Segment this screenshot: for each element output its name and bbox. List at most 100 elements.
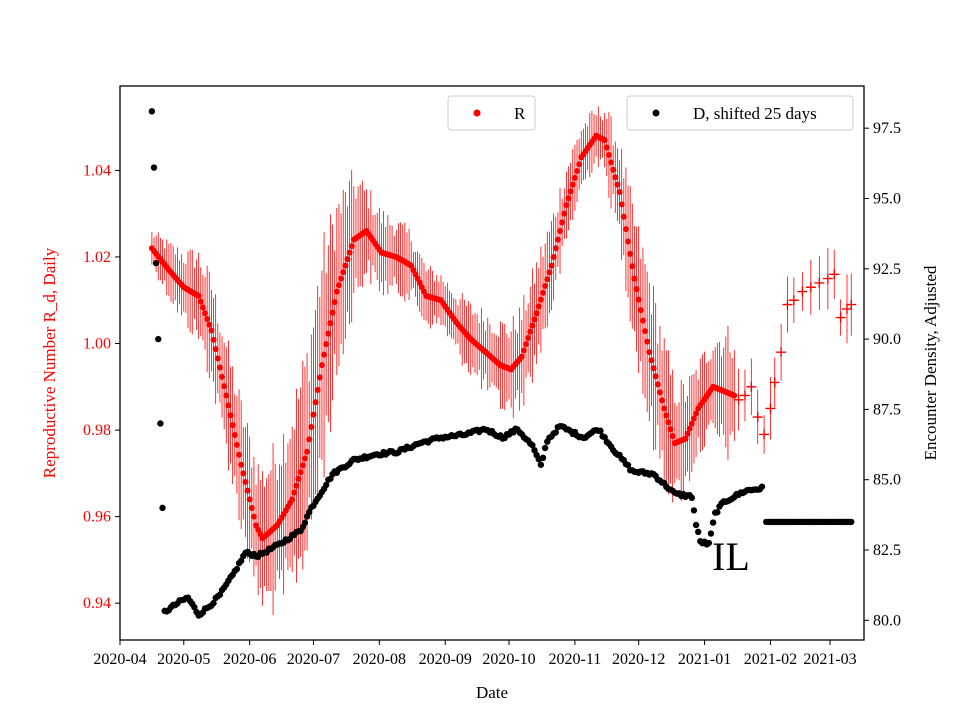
r-point xyxy=(625,238,632,245)
r-point xyxy=(654,381,661,388)
r-point xyxy=(565,195,572,202)
r-estimate-point xyxy=(733,394,744,405)
r-point xyxy=(306,436,313,443)
r-point xyxy=(289,496,296,503)
x-tick-label: 2020-05 xyxy=(157,651,210,668)
r-point xyxy=(212,346,219,353)
r-estimate-point xyxy=(835,312,846,323)
legend-d-label: D, shifted 25 days xyxy=(693,104,817,123)
r-point xyxy=(342,262,349,269)
r-estimate-point xyxy=(739,390,750,401)
r-point xyxy=(571,174,578,181)
r-point xyxy=(297,469,304,476)
r-point xyxy=(576,161,583,168)
d-point xyxy=(529,441,536,449)
r-point xyxy=(688,420,695,427)
r-point xyxy=(310,411,317,418)
d-point xyxy=(233,565,241,573)
r-point xyxy=(693,410,700,417)
d-point xyxy=(148,108,156,115)
y-right-tick-label: 95.0 xyxy=(873,190,901,207)
r-point xyxy=(612,174,619,181)
r-point xyxy=(550,253,557,260)
d-point xyxy=(301,519,309,526)
r-point xyxy=(227,412,234,419)
r-point xyxy=(221,383,228,390)
d-point xyxy=(758,483,766,490)
y-right-tick-label: 85.0 xyxy=(873,472,901,489)
r-point xyxy=(631,275,638,282)
x-axis: 2020-04 2020-05 2020-06 2020-07 2020-08 2020-… xyxy=(93,640,857,668)
r-point xyxy=(344,256,351,263)
r-point xyxy=(216,364,223,371)
r-point xyxy=(637,307,644,314)
r-point xyxy=(202,310,209,317)
r-point xyxy=(644,338,651,345)
r-point xyxy=(684,430,691,437)
y-right-tick-label: 90.0 xyxy=(873,331,901,348)
d-series xyxy=(148,108,855,619)
x-tick-label: 2020-07 xyxy=(287,651,340,668)
x-tick-label: 2020-12 xyxy=(612,651,665,668)
r-point xyxy=(569,181,576,188)
r-estimate-series xyxy=(733,247,857,454)
r-point xyxy=(293,482,300,489)
d-point xyxy=(624,461,632,469)
r-series xyxy=(148,132,738,542)
r-point xyxy=(340,269,347,276)
x-tick-label: 2020-04 xyxy=(93,651,146,668)
r-estimate-point xyxy=(759,429,770,440)
d-point xyxy=(159,504,166,512)
r-point xyxy=(242,479,249,486)
r-point xyxy=(206,321,213,328)
d-point xyxy=(692,521,700,529)
r-point xyxy=(236,451,243,458)
r-point xyxy=(233,441,240,448)
r-point xyxy=(603,144,610,151)
r-point xyxy=(629,263,636,270)
r-point xyxy=(682,435,689,442)
r-point xyxy=(523,341,530,348)
r-point xyxy=(308,423,315,430)
legend-r-label: R xyxy=(514,104,526,123)
x-tick-label: 2021-02 xyxy=(744,651,797,668)
r-point xyxy=(608,159,615,166)
d-point xyxy=(690,507,698,514)
r-estimate-point xyxy=(846,299,857,310)
d-point xyxy=(157,420,164,427)
r-estimate-point xyxy=(752,412,763,423)
legend-d-marker xyxy=(652,109,660,117)
r-point xyxy=(527,328,534,335)
r-estimate-point xyxy=(822,273,833,284)
r-point xyxy=(323,341,330,348)
d-point xyxy=(694,528,702,536)
r-point xyxy=(554,236,561,243)
r-point xyxy=(525,334,532,341)
r-point xyxy=(529,322,536,329)
r-point xyxy=(563,202,570,209)
r-point xyxy=(291,489,298,496)
d-point xyxy=(709,519,717,526)
r-point xyxy=(312,399,319,406)
r-point xyxy=(210,336,217,343)
d-point xyxy=(155,335,162,343)
r-point xyxy=(518,353,525,360)
r-point xyxy=(635,296,642,303)
r-point xyxy=(648,357,655,364)
y-left-tick-label: 0.94 xyxy=(83,595,111,612)
r-point xyxy=(225,402,232,409)
x-tick-label: 2021-01 xyxy=(678,651,731,668)
legend-r-marker xyxy=(473,109,481,117)
r-point xyxy=(663,412,670,419)
r-point xyxy=(331,299,338,306)
d-point xyxy=(305,508,313,516)
r-point xyxy=(656,389,663,396)
x-tick-label: 2020-11 xyxy=(549,651,602,668)
r-point xyxy=(614,181,621,188)
r-point xyxy=(246,496,253,503)
r-point xyxy=(574,168,581,175)
r-point xyxy=(208,327,215,334)
r-point xyxy=(250,513,257,520)
r-point xyxy=(618,201,625,208)
r-point xyxy=(546,269,553,276)
